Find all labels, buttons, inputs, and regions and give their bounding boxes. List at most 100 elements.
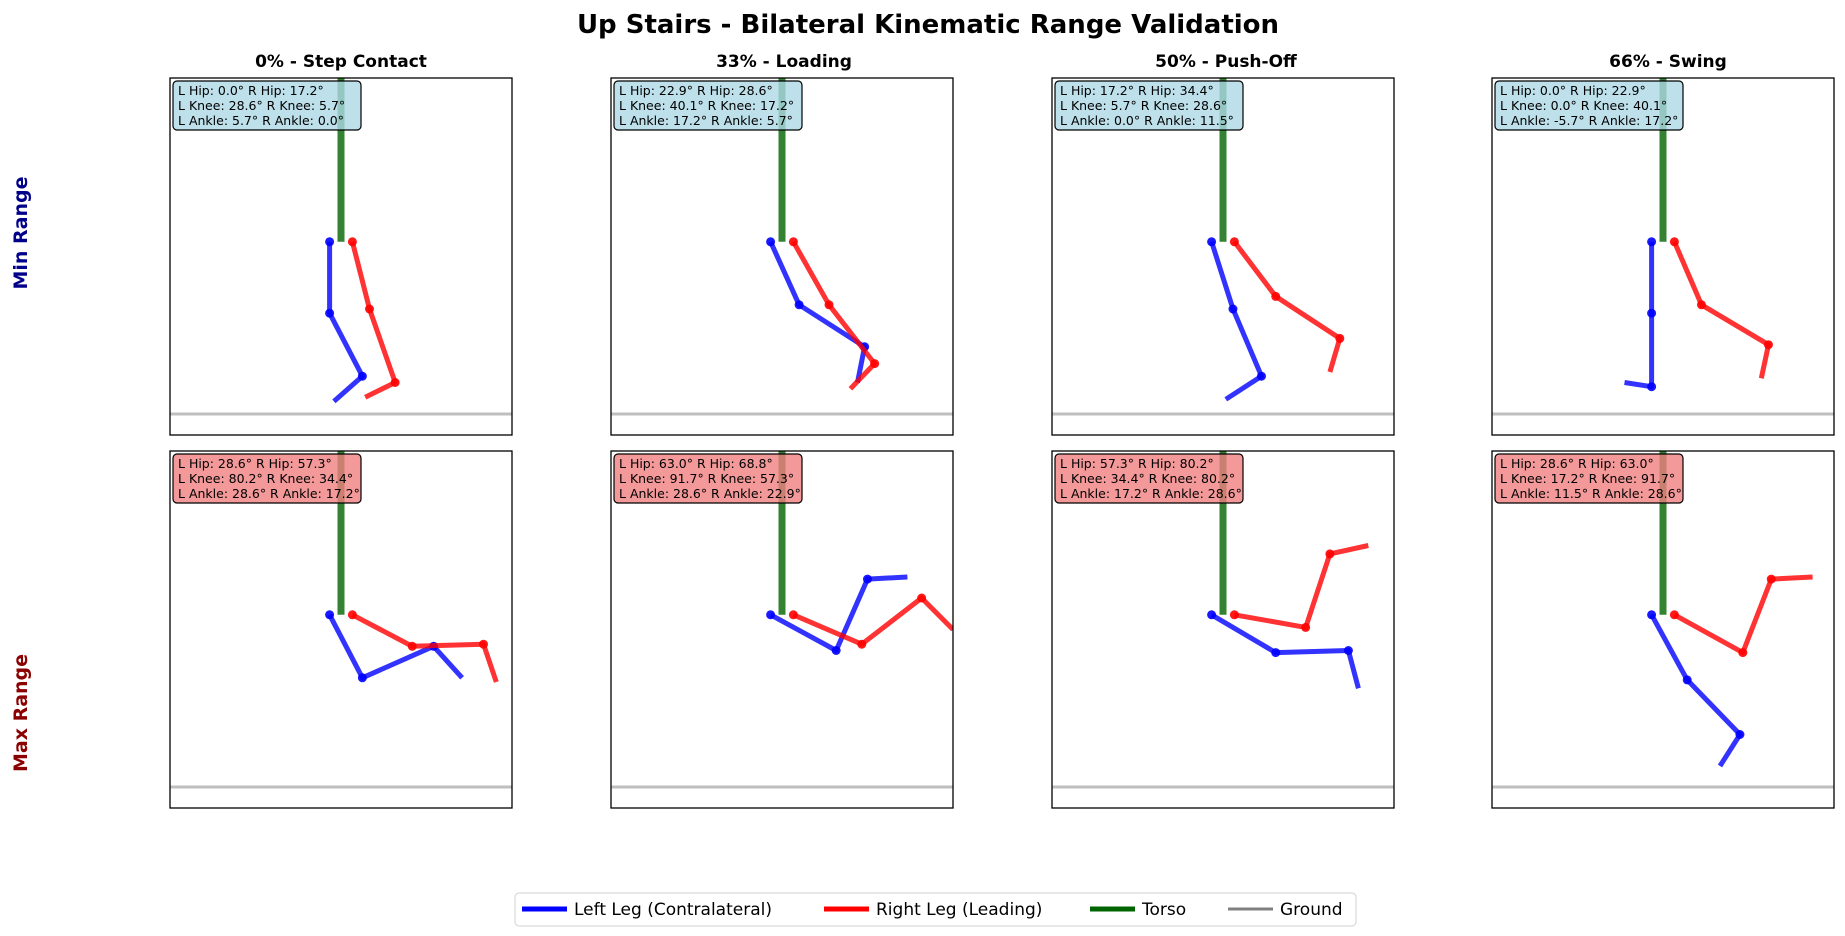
- left-leg-joint-knee: [831, 646, 841, 655]
- column-title-2: 50% - Push-Off: [1155, 52, 1297, 72]
- right-leg-joint-knee: [1271, 291, 1281, 301]
- angle-text-line: L Knee: 0.0° R Knee: 40.1°: [1500, 98, 1667, 113]
- figure-title: Up Stairs - Bilateral Kinematic Range Va…: [577, 10, 1279, 40]
- panel-max-2: L Hip: 57.3° R Hip: 80.2°L Knee: 34.4° R…: [1051, 450, 1395, 809]
- angle-text-line: L Hip: 28.6° R Hip: 57.3°: [178, 456, 332, 471]
- panel-frame: [610, 77, 954, 436]
- legend-label-ground: Ground: [1280, 900, 1343, 920]
- angle-text-line: L Knee: 28.6° R Knee: 5.7°: [178, 98, 345, 113]
- right-leg-joint-knee: [857, 639, 867, 649]
- right-leg-joint-hip: [347, 237, 357, 247]
- legend: Left Leg (Contralateral) Right Leg (Lead…: [514, 892, 1357, 927]
- angle-text-line: L Knee: 5.7° R Knee: 28.6°: [1060, 98, 1227, 113]
- right-leg-joint-hip: [347, 610, 357, 620]
- angle-text-line: L Hip: 0.0° R Hip: 17.2°: [178, 83, 324, 98]
- panel-min-3: L Hip: 0.0° R Hip: 22.9°L Knee: 0.0° R K…: [1491, 77, 1835, 436]
- left-leg-line: [1649, 613, 1743, 768]
- left-leg-line: [327, 241, 365, 404]
- legend-label-torso: Torso: [1141, 900, 1186, 920]
- angle-text-line: L Knee: 80.2° R Knee: 34.4°: [178, 471, 353, 486]
- right-leg-line: [791, 240, 878, 391]
- angle-text-line: L Knee: 40.1° R Knee: 17.2°: [619, 98, 794, 113]
- angle-box: [172, 453, 362, 504]
- panel-frame: [1051, 450, 1395, 809]
- column-title-1: 33% - Loading: [716, 52, 852, 72]
- left-leg-joint-hip: [1647, 610, 1657, 620]
- panel-frame: [169, 450, 513, 809]
- angle-text-line: L Hip: 22.9° R Hip: 28.6°: [619, 83, 773, 98]
- angle-box: [1494, 453, 1684, 504]
- right-leg-joint-hip: [1229, 237, 1239, 247]
- panel-frame: [610, 450, 954, 809]
- angle-text-line: L Hip: 63.0° R Hip: 68.8°: [619, 456, 773, 471]
- angle-text-line: L Hip: 28.6° R Hip: 63.0°: [1500, 456, 1654, 471]
- angle-box: [1494, 80, 1684, 131]
- panel-frame: [1491, 450, 1835, 809]
- right-leg-line: [792, 595, 953, 647]
- angle-text-line: L Hip: 17.2° R Hip: 34.4°: [1060, 83, 1214, 98]
- left-leg-joint-hip: [1207, 237, 1217, 247]
- left-leg-joint-knee: [357, 673, 367, 683]
- panel-plot-area: L Hip: 63.0° R Hip: 68.8°L Knee: 91.7° R…: [611, 451, 953, 789]
- panel-plot-area: L Hip: 0.0° R Hip: 17.2°L Knee: 28.6° R …: [170, 78, 512, 416]
- left-leg-joint-hip: [325, 237, 335, 247]
- angle-box: [613, 453, 803, 504]
- panel-frame: [1491, 77, 1835, 436]
- right-leg-joint-ankle: [1763, 340, 1773, 350]
- panel-plot-area: L Hip: 17.2° R Hip: 34.4°L Knee: 5.7° R …: [1052, 78, 1394, 416]
- angle-text-line: L Knee: 34.4° R Knee: 80.2°: [1060, 471, 1235, 486]
- left-leg-line: [1624, 241, 1655, 390]
- angle-text-line: L Ankle: 5.7° R Ankle: 0.0°: [178, 113, 344, 128]
- angle-text-line: L Knee: 91.7° R Knee: 57.3°: [619, 471, 794, 486]
- column-title-0: 0% - Step Contact: [255, 52, 427, 72]
- panel-min-2: L Hip: 17.2° R Hip: 34.4°L Knee: 5.7° R …: [1051, 77, 1395, 436]
- panel-plot-area: L Hip: 28.6° R Hip: 57.3°L Knee: 80.2° R…: [170, 451, 512, 789]
- right-leg-joint-hip: [788, 610, 798, 620]
- right-leg-line: [351, 612, 499, 683]
- right-leg-joint-ankle: [1325, 549, 1335, 559]
- right-leg-joint-knee: [365, 304, 374, 314]
- angle-box: [1054, 453, 1244, 504]
- right-leg-line: [1673, 574, 1813, 656]
- left-leg-joint-knee: [325, 308, 335, 318]
- column-title-3: 66% - Swing: [1609, 52, 1727, 72]
- right-leg-joint-hip: [1229, 610, 1239, 620]
- right-leg-joint-ankle: [390, 378, 400, 387]
- left-leg-joint-hip: [766, 237, 776, 247]
- right-leg-joint-knee: [407, 641, 417, 651]
- row-label-min: Min Range: [10, 176, 32, 289]
- angle-text-line: L Hip: 0.0° R Hip: 22.9°: [1500, 83, 1646, 98]
- panel-min-1: L Hip: 22.9° R Hip: 28.6°L Knee: 40.1° R…: [610, 77, 954, 436]
- left-leg-joint-ankle: [1343, 646, 1353, 655]
- panel-max-3: L Hip: 28.6° R Hip: 63.0°L Knee: 17.2° R…: [1491, 450, 1835, 809]
- right-leg-joint-ankle: [479, 639, 488, 649]
- right-leg-joint-hip: [788, 237, 798, 247]
- panel-plot-area: L Hip: 0.0° R Hip: 22.9°L Knee: 0.0° R K…: [1492, 78, 1834, 416]
- right-leg-joint-hip: [1669, 237, 1679, 247]
- left-leg-joint-ankle: [1735, 730, 1745, 739]
- left-leg-joint-knee: [1647, 308, 1657, 318]
- left-leg-joint-knee: [1682, 675, 1692, 685]
- right-leg-joint-knee: [824, 300, 834, 310]
- left-leg-joint-hip: [1647, 237, 1657, 247]
- angle-text-line: L Ankle: 17.2° R Ankle: 5.7°: [619, 113, 793, 128]
- left-leg-line: [768, 240, 868, 383]
- left-leg-joint-ankle: [1256, 371, 1266, 381]
- left-leg-line: [769, 574, 908, 653]
- left-leg-joint-ankle: [863, 574, 872, 584]
- angle-box: [1054, 80, 1244, 131]
- panel-plot-area: L Hip: 22.9° R Hip: 28.6°L Knee: 40.1° R…: [611, 78, 953, 416]
- left-leg-joint-knee: [1228, 304, 1238, 314]
- right-leg-joint-hip: [1669, 610, 1679, 620]
- left-leg-line: [327, 613, 464, 681]
- right-leg-joint-ankle: [1335, 333, 1345, 343]
- left-leg-line: [1209, 241, 1264, 402]
- angle-text-line: L Ankle: 28.6° R Ankle: 17.2°: [178, 486, 360, 501]
- angle-text-line: L Ankle: 17.2° R Ankle: 28.6°: [1060, 486, 1242, 501]
- panel-max-0: L Hip: 28.6° R Hip: 57.3°L Knee: 80.2° R…: [169, 450, 513, 809]
- panel-max-1: L Hip: 63.0° R Hip: 68.8°L Knee: 91.7° R…: [610, 450, 954, 809]
- left-leg-joint-hip: [1207, 610, 1217, 620]
- left-leg-joint-hip: [325, 610, 335, 620]
- left-leg-line: [1210, 612, 1361, 689]
